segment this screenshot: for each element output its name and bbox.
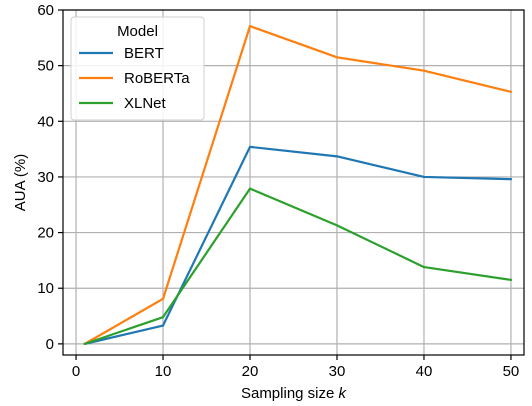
x-tick-label: 10: [155, 363, 172, 380]
series-line-roberta: [83, 25, 513, 345]
x-tick-label: 40: [416, 363, 433, 380]
data-point-xlnet: [248, 187, 252, 190]
data-point-xlnet: [509, 278, 513, 281]
x-axis-label-text: Sampling size: [241, 385, 339, 402]
data-point-xlnet: [161, 316, 165, 319]
series-lines: [83, 25, 513, 345]
legend-label: RoBERTa: [124, 70, 190, 87]
legend-box: [70, 16, 205, 121]
y-tick-label: 20: [37, 225, 54, 242]
y-tick-label: 60: [37, 2, 54, 19]
data-point-roberta: [422, 69, 426, 72]
x-axis-label-variable: k: [339, 385, 348, 402]
y-tick-label: 0: [46, 336, 54, 353]
data-point-roberta: [161, 297, 165, 300]
x-tick-label: 0: [72, 363, 80, 380]
axes: [58, 9, 525, 360]
y-axis-label: AUA (%): [12, 154, 29, 212]
data-point-xlnet: [83, 342, 86, 345]
x-tick-label: 50: [503, 363, 520, 380]
data-point-bert: [161, 324, 165, 327]
data-point-roberta: [248, 25, 252, 28]
legend-label: BERT: [124, 45, 164, 62]
legend: Model BERT RoBERTa XLNet: [70, 16, 205, 121]
data-point-roberta: [509, 90, 513, 93]
data-point-bert: [509, 178, 513, 181]
y-tick-label: 30: [37, 169, 54, 186]
x-tick-label: 20: [242, 363, 259, 380]
y-tick-label: 50: [37, 58, 54, 75]
data-point-roberta: [335, 56, 339, 59]
data-point-bert: [335, 155, 339, 158]
series-line-bert: [83, 145, 513, 345]
series-line-xlnet: [83, 187, 513, 345]
data-point-bert: [422, 175, 426, 179]
data-point-xlnet: [335, 224, 339, 227]
y-tick-label: 40: [37, 113, 54, 130]
data-point-xlnet: [422, 265, 426, 269]
tick-labels: 0 10 20 30 40 50 0 10 20 30 40 50 60: [37, 2, 519, 380]
legend-title: Model: [117, 23, 158, 40]
x-tick-label: 30: [329, 363, 346, 380]
plot-frame: [62, 9, 525, 356]
data-point-bert: [248, 145, 252, 148]
y-tick-label: 10: [37, 280, 54, 297]
x-axis-label: Sampling size k: [241, 385, 348, 402]
legend-label: XLNet: [124, 95, 167, 112]
